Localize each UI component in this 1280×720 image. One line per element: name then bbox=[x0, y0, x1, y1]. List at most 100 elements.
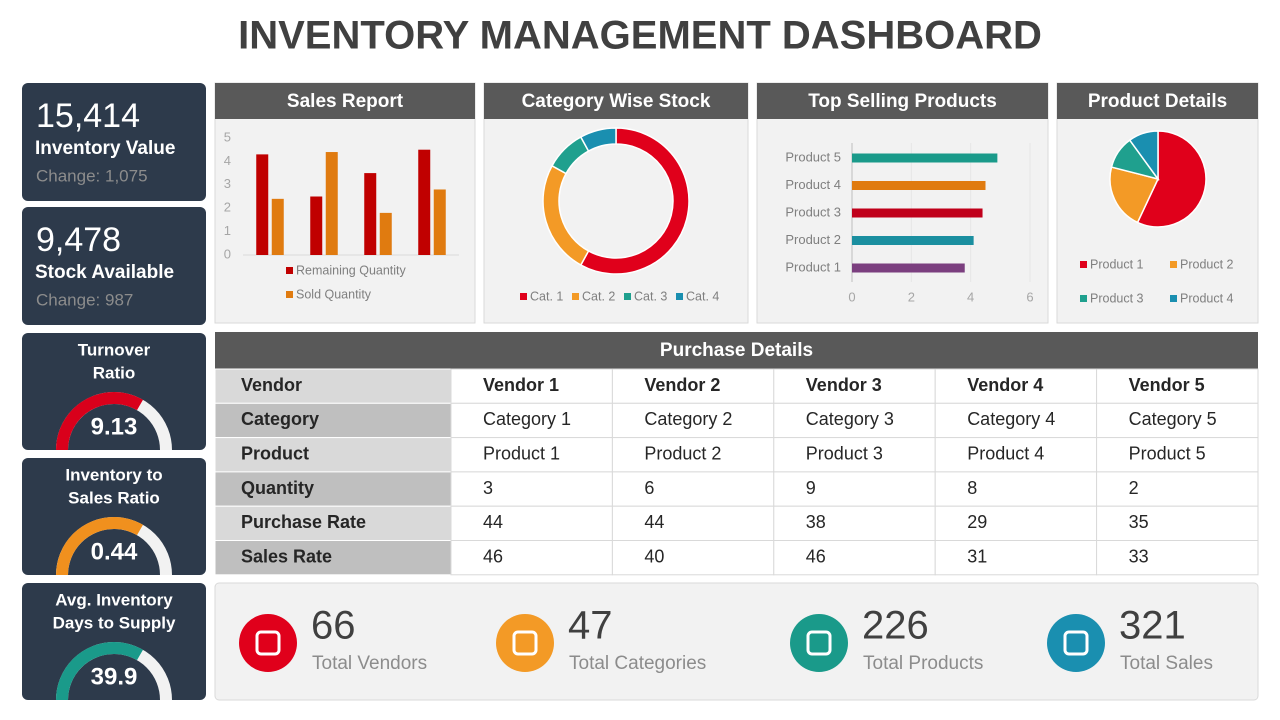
y-tick-label: 5 bbox=[224, 129, 231, 144]
table-cell bbox=[934, 540, 1098, 576]
kpi-card bbox=[22, 83, 206, 201]
panel-title: Product Details bbox=[1088, 91, 1227, 112]
kpi-change: Change: 1,075 bbox=[36, 166, 148, 185]
cell-text: Category 5 bbox=[1129, 409, 1217, 429]
bar bbox=[379, 212, 392, 255]
page-title: INVENTORY MANAGEMENT DASHBOARD bbox=[238, 14, 1042, 58]
stat-icon-glyph bbox=[255, 630, 281, 656]
table-cell bbox=[934, 505, 1098, 542]
cell-text: 3 bbox=[483, 478, 493, 498]
cell-text: 44 bbox=[644, 512, 664, 532]
bar bbox=[433, 189, 446, 255]
y-tick-label: Product 3 bbox=[785, 204, 841, 219]
cell-text: Category 3 bbox=[806, 409, 894, 429]
table-cell bbox=[773, 471, 936, 507]
row-label-cell bbox=[214, 368, 452, 404]
y-tick-label: 0 bbox=[224, 246, 231, 261]
bar bbox=[364, 173, 377, 255]
stats-panel bbox=[214, 582, 1259, 701]
legend-label: Product 3 bbox=[1090, 291, 1144, 305]
panel-header bbox=[1057, 83, 1258, 119]
row-label-cell bbox=[214, 402, 452, 439]
cell-text: Product 4 bbox=[967, 444, 1044, 464]
cell-text: Vendor 1 bbox=[483, 375, 559, 395]
cell-text: Product 3 bbox=[806, 444, 883, 464]
table-cell bbox=[1096, 437, 1259, 473]
legend-swatch bbox=[1170, 261, 1177, 268]
row-label: Vendor bbox=[241, 375, 302, 395]
y-tick-label: Product 5 bbox=[785, 149, 841, 164]
kpi-card bbox=[22, 207, 206, 325]
panel bbox=[483, 82, 749, 324]
cell-text: Vendor 4 bbox=[967, 375, 1043, 395]
cell-text: Category 4 bbox=[967, 409, 1055, 429]
gauge-title: Inventory to bbox=[65, 465, 162, 484]
bar bbox=[325, 152, 338, 255]
row-label: Sales Rate bbox=[241, 546, 332, 566]
table-cell bbox=[773, 368, 936, 404]
gauge-arc bbox=[56, 392, 143, 451]
panel bbox=[756, 82, 1049, 324]
bar bbox=[418, 149, 431, 255]
table-cell bbox=[450, 471, 613, 507]
cell-text: 31 bbox=[967, 546, 987, 566]
table-title: Purchase Details bbox=[660, 340, 813, 361]
cell-text: 2 bbox=[1129, 478, 1139, 498]
x-tick-label: 0 bbox=[848, 289, 855, 304]
table-cell bbox=[934, 402, 1098, 439]
table-cell bbox=[450, 505, 613, 542]
stat-icon-glyph bbox=[512, 630, 538, 656]
cell-text: Vendor 2 bbox=[644, 375, 720, 395]
legend-label: Cat. 1 bbox=[530, 289, 563, 303]
cell-text: Product 5 bbox=[1129, 444, 1206, 464]
bar bbox=[256, 154, 269, 255]
bar bbox=[271, 198, 284, 255]
bar bbox=[852, 181, 986, 190]
gauge-title: Ratio bbox=[93, 363, 136, 382]
stat-icon bbox=[790, 614, 848, 672]
legend-label: Product 4 bbox=[1180, 291, 1234, 305]
table-cell bbox=[1096, 368, 1259, 404]
y-tick-label: 4 bbox=[224, 153, 231, 168]
cell-text: Product 2 bbox=[644, 444, 721, 464]
gauge-value: 9.13 bbox=[91, 413, 138, 440]
gauge-value: 39.9 bbox=[91, 663, 138, 690]
table-cell bbox=[611, 368, 775, 404]
kpi-value: 15,414 bbox=[36, 97, 140, 135]
stat-icon-glyph bbox=[1063, 630, 1089, 656]
table-cell bbox=[611, 471, 775, 507]
legend-swatch bbox=[572, 293, 579, 300]
stat-icon-glyph bbox=[806, 630, 832, 656]
y-tick-label: Product 2 bbox=[785, 232, 841, 247]
gauge-arc bbox=[56, 642, 143, 701]
table-cell bbox=[450, 368, 613, 404]
panel-title: Top Selling Products bbox=[808, 91, 997, 112]
panel-title: Sales Report bbox=[287, 91, 404, 112]
y-tick-label: Product 4 bbox=[785, 177, 841, 192]
y-tick-label: 2 bbox=[224, 200, 231, 215]
stat-label: Total Sales bbox=[1120, 653, 1213, 674]
donut-segment bbox=[579, 127, 617, 153]
stat-label: Total Vendors bbox=[312, 653, 427, 674]
pie-slice bbox=[1109, 166, 1160, 224]
kpi-label: Inventory Value bbox=[35, 138, 175, 159]
table-cell bbox=[611, 505, 775, 542]
y-tick-label: 3 bbox=[224, 176, 231, 191]
row-label-cell bbox=[214, 471, 452, 507]
legend-swatch bbox=[1170, 295, 1177, 302]
table-cell bbox=[611, 402, 775, 439]
panel-header bbox=[757, 83, 1048, 119]
table-cell bbox=[611, 437, 775, 473]
cell-text: Product 1 bbox=[483, 444, 560, 464]
row-label: Product bbox=[241, 444, 309, 464]
cell-text: 6 bbox=[644, 478, 654, 498]
gauge-title: Turnover bbox=[78, 340, 151, 359]
panel-header bbox=[484, 83, 748, 119]
gauge-title: Days to Supply bbox=[53, 613, 176, 632]
legend-label: Cat. 4 bbox=[686, 289, 719, 303]
legend-swatch bbox=[1080, 261, 1087, 268]
row-label-cell bbox=[214, 540, 452, 576]
cell-text: Vendor 3 bbox=[806, 375, 882, 395]
cell-text: 33 bbox=[1129, 546, 1149, 566]
stat-value: 226 bbox=[862, 604, 929, 648]
